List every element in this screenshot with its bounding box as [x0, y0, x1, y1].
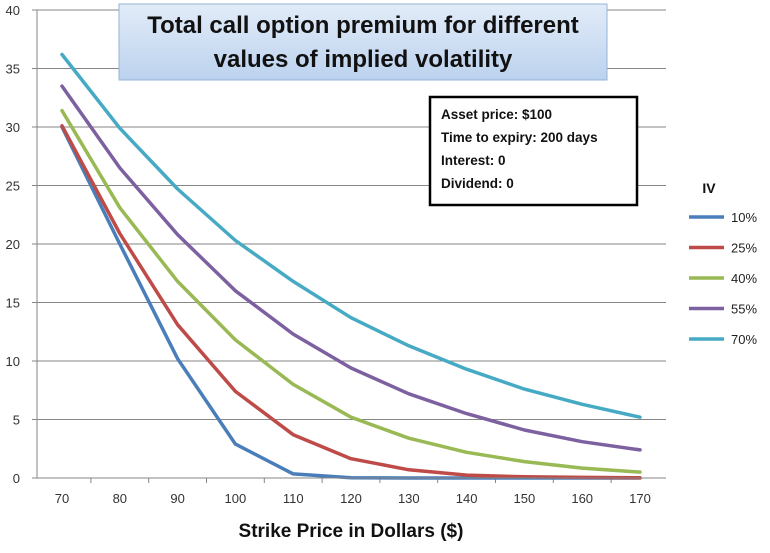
info-interest: Interest: 0: [441, 153, 506, 168]
legend-label: 25%: [731, 241, 757, 256]
x-tick-label: 80: [113, 491, 127, 506]
x-axis-title: Strike Price in Dollars ($): [239, 521, 464, 542]
x-tick-label: 150: [514, 491, 536, 506]
legend-label: 70%: [731, 332, 757, 347]
chart-title-line-2: values of implied volatility: [214, 46, 513, 73]
chart-title-line-1: Total call option premium for different: [147, 12, 579, 39]
legend-label: 55%: [731, 302, 757, 317]
legend: IV 10% 25% 40% 55% 70%: [689, 180, 757, 347]
chart-title-box: Total call option premium for different …: [118, 3, 608, 81]
y-tick-label: 0: [13, 471, 20, 486]
legend-title: IV: [702, 180, 716, 196]
y-tick-label: 5: [13, 413, 20, 428]
info-time-to-expiry: Time to expiry: 200 days: [441, 130, 598, 145]
x-tick-label: 140: [456, 491, 478, 506]
x-tick-label: 170: [629, 491, 651, 506]
info-dividend: Dividend: 0: [441, 176, 514, 191]
series-line-40pct: [60, 108, 642, 474]
x-tick-label: 90: [170, 491, 184, 506]
series-line-55pct: [60, 84, 642, 452]
legend-label: 10%: [731, 210, 757, 225]
x-tick-label: 120: [340, 491, 362, 506]
y-tick-label: 30: [6, 120, 20, 135]
y-tick-label: 20: [6, 237, 20, 252]
info-box: Asset price: $100 Time to expiry: 200 da…: [428, 95, 639, 207]
y-tick-label: 10: [6, 354, 20, 369]
x-tick-label: 160: [571, 491, 593, 506]
x-tick-label: 130: [398, 491, 420, 506]
x-axis-ticks: 70 80 90 100 110 120 130 140 150 160 170: [55, 478, 651, 506]
series-line-70pct: [60, 52, 642, 419]
y-tick-label: 40: [6, 3, 20, 18]
info-asset-price: Asset price: $100: [441, 107, 552, 122]
y-tick-label: 15: [6, 296, 20, 311]
y-tick-label: 35: [6, 62, 20, 77]
x-tick-label: 70: [55, 491, 69, 506]
series-line-25pct: [60, 124, 642, 480]
legend-label: 40%: [731, 271, 757, 286]
y-tick-label: 25: [6, 179, 20, 194]
x-tick-label: 100: [225, 491, 247, 506]
y-axis-ticks: 0 5 10 15 20 25 30 35 40: [6, 3, 37, 486]
x-tick-label: 110: [283, 491, 304, 506]
